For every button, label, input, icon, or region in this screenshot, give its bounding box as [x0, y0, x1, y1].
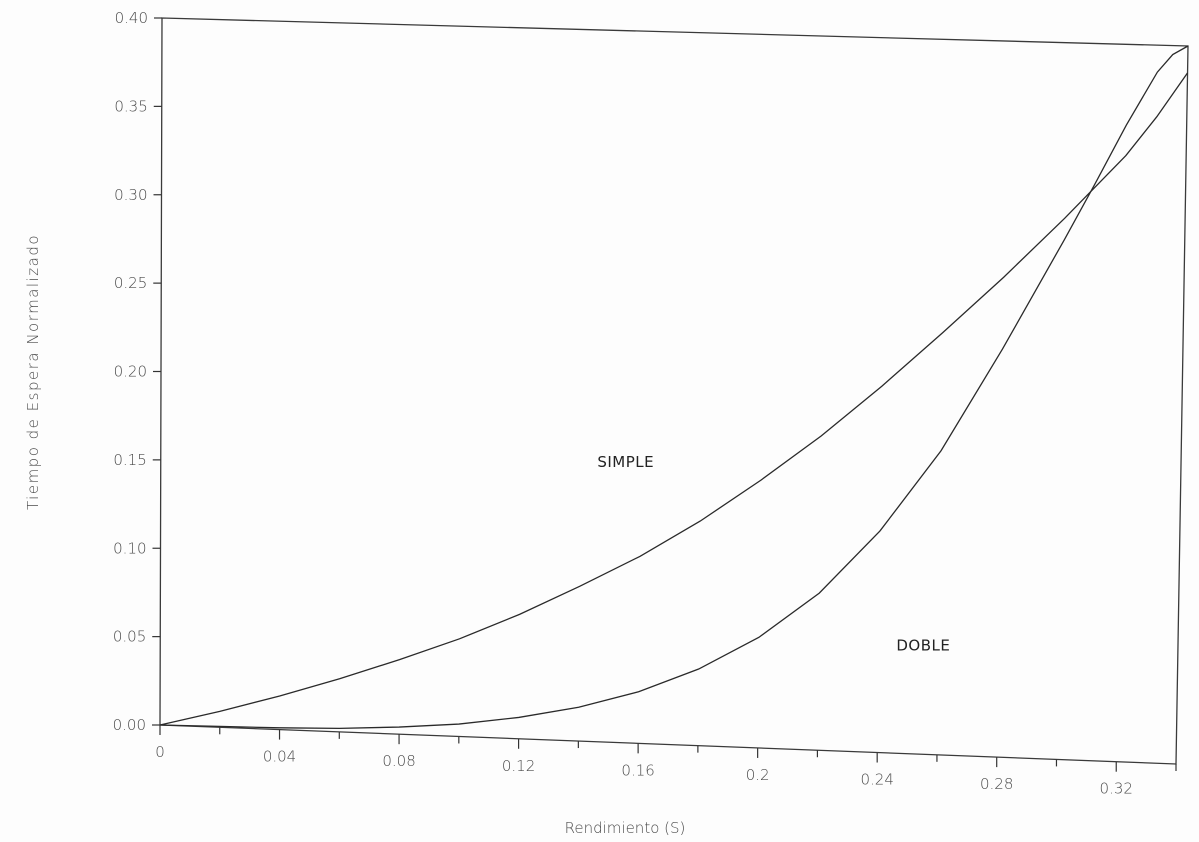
y-axis-ticks: 0.00 0.05 0.10 0.15 0.20 0.25 0.30 0.35 0.40 — [113, 9, 162, 734]
x-tick-label: 0.16 — [621, 761, 654, 779]
x-tick-label: 0 — [155, 743, 165, 761]
y-tick-label: 0.40 — [115, 9, 148, 27]
y-tick-label: 0.30 — [114, 186, 147, 204]
series-annotations: SIMPLE DOBLE — [597, 453, 950, 655]
series-line-doble — [159, 45, 1189, 729]
series-line-simple — [159, 72, 1189, 726]
y-tick-label: 0.05 — [113, 628, 146, 646]
y-axis-label: Tiempo de Espera Normalizado — [24, 234, 42, 510]
x-axis-label: Rendimiento (S) — [565, 819, 686, 837]
x-tick-label: 0.28 — [980, 775, 1013, 793]
x-tick-label: 0.32 — [1100, 780, 1133, 798]
x-tick-label: 0.2 — [746, 766, 770, 784]
y-tick-label: 0.15 — [113, 451, 146, 469]
y-tick-label: 0.10 — [113, 539, 146, 557]
annotation-simple: SIMPLE — [597, 453, 654, 471]
y-tick-label: 0.35 — [114, 97, 147, 115]
plot-border — [159, 17, 1189, 765]
y-tick-label: 0.20 — [114, 363, 147, 381]
y-tick-label: 0.00 — [113, 716, 146, 734]
x-tick-label: 0.24 — [860, 771, 893, 789]
x-tick-label: 0.08 — [382, 752, 415, 770]
annotation-doble: DOBLE — [896, 637, 950, 655]
y-tick-label: 0.25 — [114, 274, 147, 292]
x-axis-ticks: 0 0.04 0.08 0.12 0.16 0.2 0.24 0.28 0.32 — [155, 725, 1177, 798]
series-curves — [159, 45, 1189, 729]
x-tick-label: 0.12 — [502, 757, 535, 775]
plot-frame — [159, 17, 1189, 765]
x-tick-label: 0.04 — [263, 748, 296, 766]
